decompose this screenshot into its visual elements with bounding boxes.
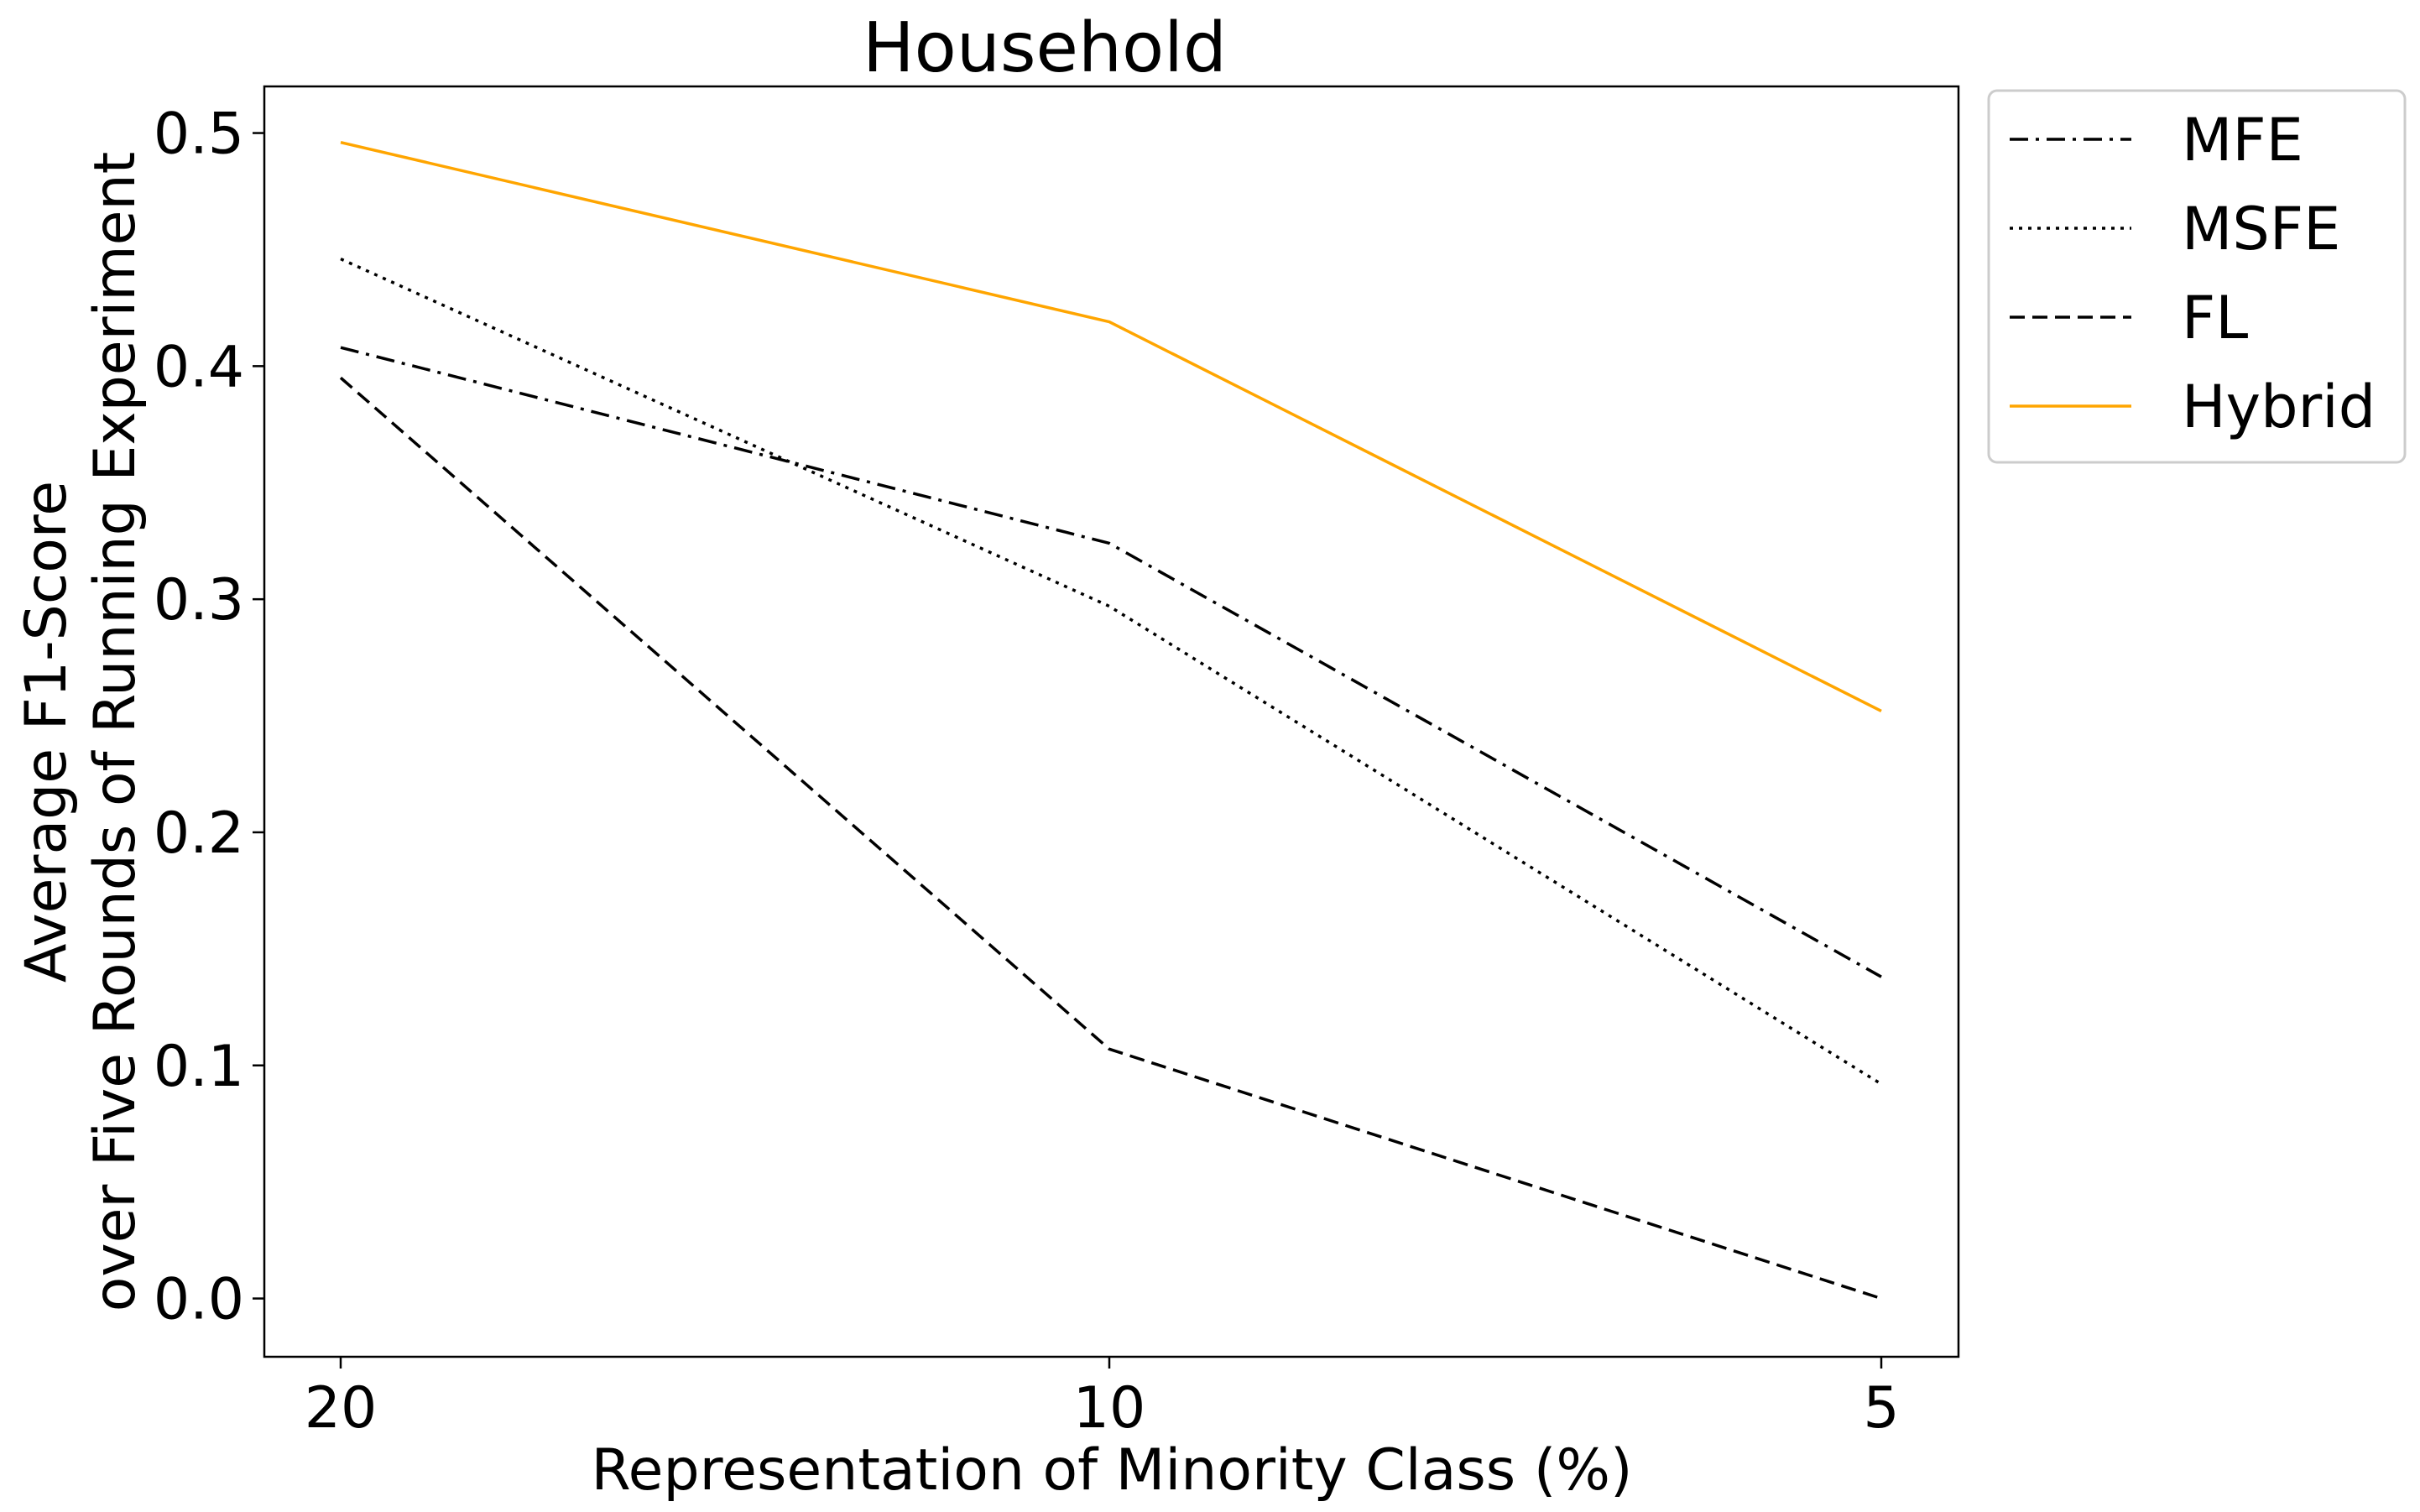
- y-axis-label-line-1: Average F1-Score: [13, 481, 80, 983]
- legend-label-msfe: MSFE: [2182, 195, 2340, 263]
- legend-label-fl: FL: [2182, 284, 2248, 352]
- series-line-msfe: [340, 257, 1882, 1086]
- legend: MFE MSFE FL Hybrid: [1987, 89, 2407, 464]
- y-tick-label: 0.0: [154, 1267, 244, 1333]
- legend-label-mfe: MFE: [2182, 106, 2303, 175]
- y-tick-label: 0.5: [154, 102, 244, 168]
- plot-frame: [263, 85, 1960, 1358]
- x-axis-label: Representation of Minority Class (%): [591, 1437, 1632, 1504]
- y-tick-label: 0.2: [154, 800, 244, 867]
- x-axis-ticks: 20 10 5: [305, 1357, 1900, 1442]
- x-tick-label: 10: [1073, 1375, 1146, 1442]
- y-tick-label: 0.4: [154, 334, 244, 400]
- chart-title: Household: [863, 8, 1227, 88]
- y-tick-label: 0.1: [154, 1034, 244, 1100]
- x-tick-label: 5: [1863, 1375, 1899, 1442]
- legend-entries: MFE MSFE FL Hybrid: [2010, 106, 2376, 441]
- legend-label-hybrid: Hybrid: [2182, 373, 2376, 441]
- y-axis-label-line-2: over Five Rounds of Running Experiment: [82, 152, 149, 1312]
- series-line-mfe: [340, 346, 1882, 978]
- series-layer: [339, 140, 1882, 1301]
- legend-frame: [1987, 89, 2407, 464]
- y-axis-ticks: 0.0 0.1 0.2 0.3 0.4 0.5: [154, 102, 264, 1333]
- y-tick-label: 0.3: [154, 567, 244, 633]
- series-line-fl: [339, 376, 1882, 1301]
- series-line-hybrid: [340, 140, 1882, 713]
- x-tick-label: 20: [305, 1375, 378, 1442]
